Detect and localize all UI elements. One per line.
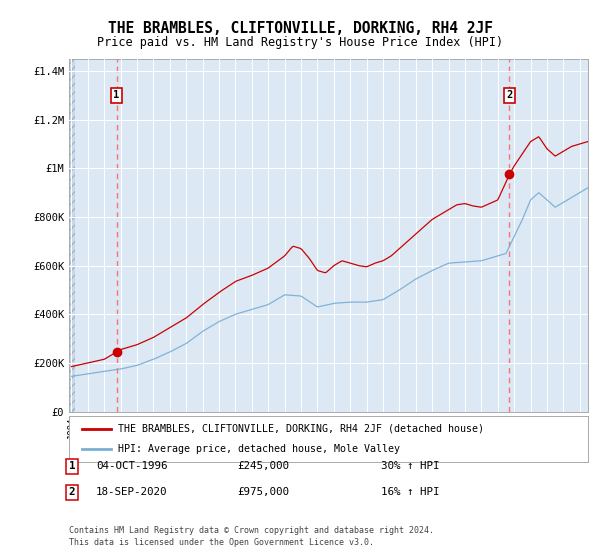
Text: 18-SEP-2020: 18-SEP-2020 [96, 487, 167, 497]
Text: 1: 1 [113, 90, 119, 100]
Text: 1: 1 [69, 461, 75, 472]
Text: 2: 2 [506, 90, 512, 100]
Text: £245,000: £245,000 [237, 461, 289, 472]
Text: This data is licensed under the Open Government Licence v3.0.: This data is licensed under the Open Gov… [69, 538, 374, 547]
Text: Price paid vs. HM Land Registry's House Price Index (HPI): Price paid vs. HM Land Registry's House … [97, 36, 503, 49]
Bar [63, 35, 75, 424]
Text: Contains HM Land Registry data © Crown copyright and database right 2024.: Contains HM Land Registry data © Crown c… [69, 526, 434, 535]
Text: THE BRAMBLES, CLIFTONVILLE, DORKING, RH4 2JF (detached house): THE BRAMBLES, CLIFTONVILLE, DORKING, RH4… [118, 424, 484, 434]
Text: £975,000: £975,000 [237, 487, 289, 497]
Text: THE BRAMBLES, CLIFTONVILLE, DORKING, RH4 2JF: THE BRAMBLES, CLIFTONVILLE, DORKING, RH4… [107, 21, 493, 36]
Text: HPI: Average price, detached house, Mole Valley: HPI: Average price, detached house, Mole… [118, 444, 400, 454]
Text: 30% ↑ HPI: 30% ↑ HPI [381, 461, 439, 472]
Text: 04-OCT-1996: 04-OCT-1996 [96, 461, 167, 472]
Text: 2: 2 [69, 487, 75, 497]
Text: 16% ↑ HPI: 16% ↑ HPI [381, 487, 439, 497]
